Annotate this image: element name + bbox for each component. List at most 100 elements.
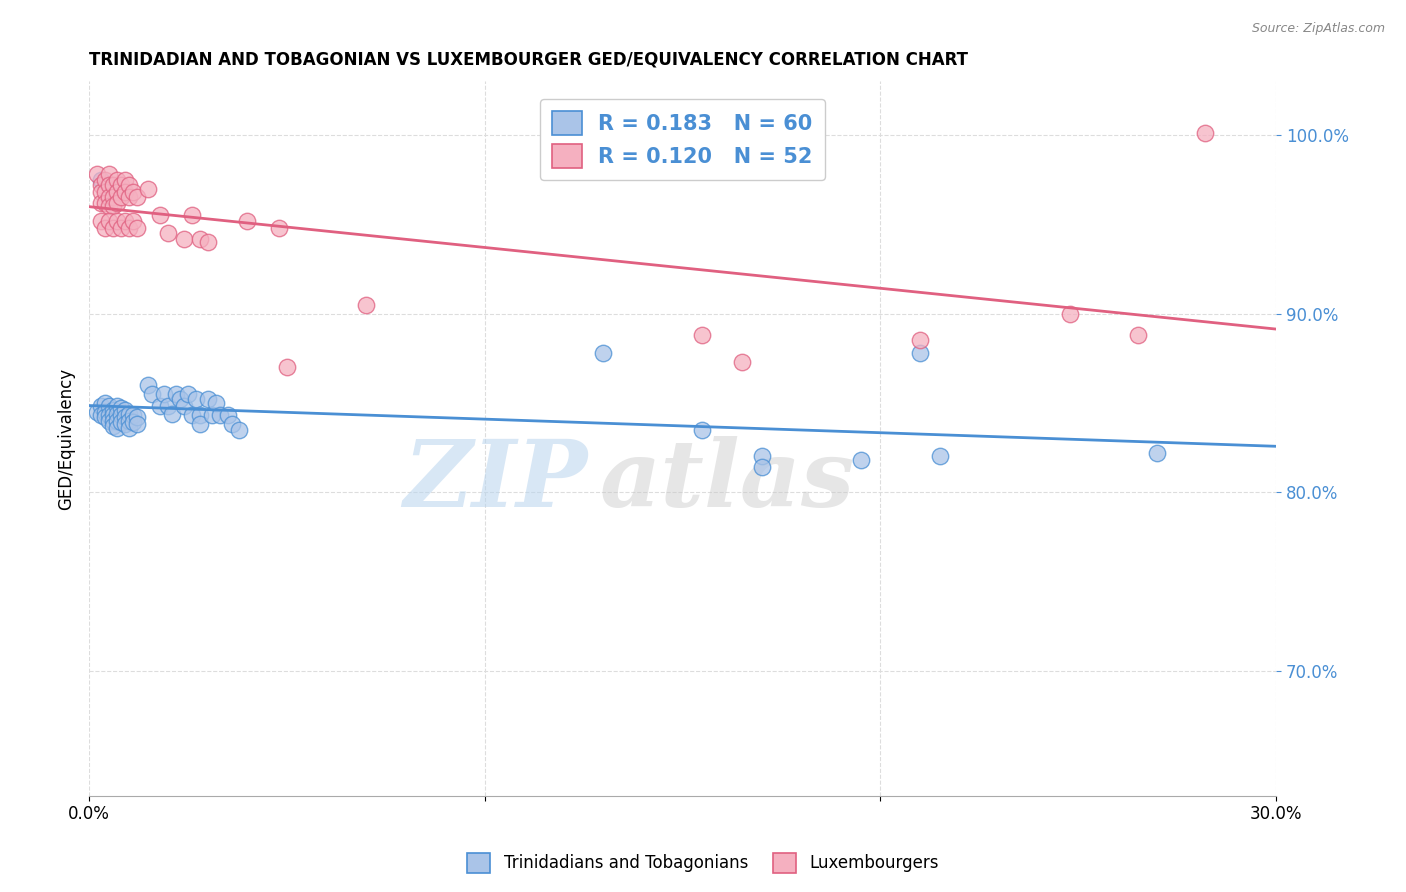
- Point: [97, 178, 120, 192]
- Point: [117, 407, 139, 421]
- Point: [197, 392, 219, 407]
- Point: [592, 346, 614, 360]
- Point: [117, 421, 139, 435]
- Point: [114, 417, 136, 432]
- Point: [105, 195, 128, 210]
- Point: [94, 172, 117, 186]
- Point: [105, 213, 128, 227]
- Point: [117, 190, 139, 204]
- Point: [94, 405, 117, 419]
- Point: [117, 178, 139, 192]
- Point: [149, 208, 172, 222]
- Point: [173, 231, 195, 245]
- Point: [101, 178, 124, 192]
- Point: [181, 409, 204, 423]
- Point: [110, 178, 132, 192]
- Point: [692, 328, 714, 343]
- Point: [114, 403, 136, 417]
- Point: [157, 226, 180, 240]
- Point: [188, 409, 211, 423]
- Point: [117, 414, 139, 428]
- Point: [97, 400, 120, 414]
- Point: [751, 460, 773, 475]
- Point: [228, 423, 250, 437]
- Point: [110, 401, 132, 416]
- Point: [181, 208, 204, 222]
- Text: Source: ZipAtlas.com: Source: ZipAtlas.com: [1251, 22, 1385, 36]
- Point: [138, 181, 160, 195]
- Point: [101, 190, 124, 204]
- Point: [90, 195, 112, 210]
- Point: [94, 396, 117, 410]
- Point: [121, 409, 143, 423]
- Text: TRINIDADIAN AND TOBAGONIAN VS LUXEMBOURGER GED/EQUIVALENCY CORRELATION CHART: TRINIDADIAN AND TOBAGONIAN VS LUXEMBOURG…: [89, 51, 969, 69]
- Point: [94, 185, 117, 199]
- Point: [110, 190, 132, 204]
- Point: [101, 409, 124, 423]
- Point: [153, 387, 176, 401]
- Point: [97, 414, 120, 428]
- Point: [105, 407, 128, 421]
- Text: ZIP: ZIP: [404, 436, 588, 526]
- Point: [217, 409, 239, 423]
- Point: [201, 409, 224, 423]
- Point: [105, 400, 128, 414]
- Point: [110, 416, 132, 430]
- Point: [101, 220, 124, 235]
- Point: [86, 405, 108, 419]
- Point: [114, 172, 136, 186]
- Point: [110, 220, 132, 235]
- Point: [90, 185, 112, 199]
- Point: [125, 410, 148, 425]
- Point: [114, 185, 136, 199]
- Point: [221, 417, 243, 432]
- Point: [276, 360, 298, 375]
- Point: [86, 167, 108, 181]
- Point: [1194, 126, 1216, 140]
- Point: [121, 213, 143, 227]
- Point: [204, 396, 226, 410]
- Point: [94, 410, 117, 425]
- Point: [184, 392, 207, 407]
- Point: [141, 387, 163, 401]
- Point: [97, 190, 120, 204]
- Point: [928, 450, 950, 464]
- Point: [849, 453, 872, 467]
- Point: [101, 199, 124, 213]
- Point: [177, 387, 200, 401]
- Point: [97, 409, 120, 423]
- Point: [731, 355, 754, 369]
- Point: [267, 220, 290, 235]
- Point: [354, 297, 377, 311]
- Point: [125, 190, 148, 204]
- Point: [908, 346, 931, 360]
- Point: [138, 378, 160, 392]
- Point: [908, 334, 931, 348]
- Point: [188, 417, 211, 432]
- Text: atlas: atlas: [599, 436, 855, 526]
- Point: [121, 416, 143, 430]
- Point: [94, 220, 117, 235]
- Point: [90, 178, 112, 192]
- Point: [125, 220, 148, 235]
- Point: [90, 409, 112, 423]
- Point: [90, 172, 112, 186]
- Point: [197, 235, 219, 249]
- Y-axis label: GED/Equivalency: GED/Equivalency: [58, 368, 75, 509]
- Point: [121, 185, 143, 199]
- Point: [125, 417, 148, 432]
- Point: [105, 421, 128, 435]
- Point: [114, 410, 136, 425]
- Point: [149, 400, 172, 414]
- Point: [236, 213, 259, 227]
- Point: [188, 231, 211, 245]
- Point: [1126, 328, 1149, 343]
- Point: [114, 213, 136, 227]
- Point: [169, 392, 191, 407]
- Legend: Trinidadians and Tobagonians, Luxembourgers: Trinidadians and Tobagonians, Luxembourg…: [460, 847, 946, 880]
- Point: [97, 167, 120, 181]
- Point: [90, 400, 112, 414]
- Point: [1146, 446, 1168, 460]
- Point: [157, 400, 180, 414]
- Point: [692, 423, 714, 437]
